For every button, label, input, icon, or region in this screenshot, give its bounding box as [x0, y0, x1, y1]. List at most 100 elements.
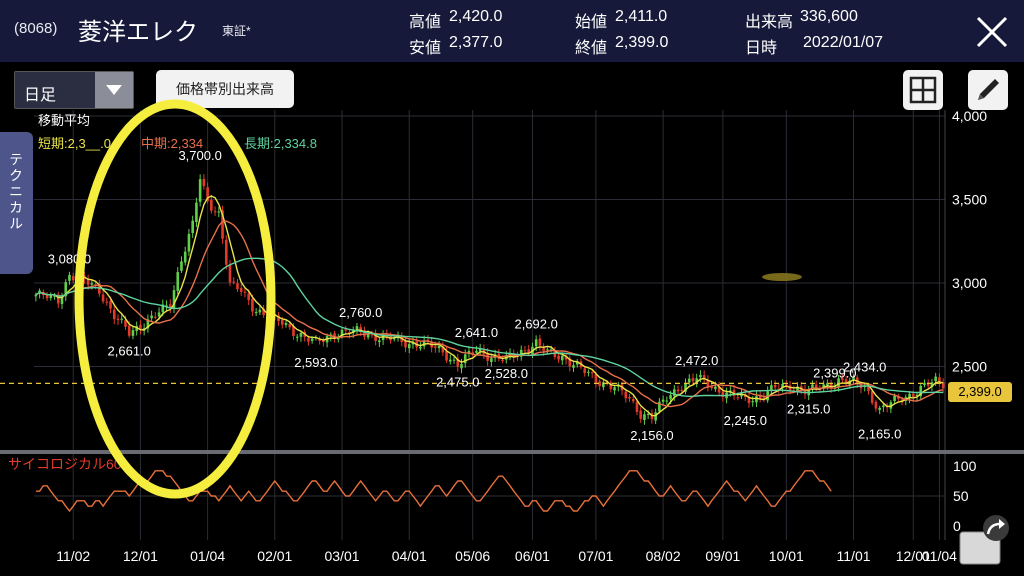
candle-body [478, 348, 482, 352]
candle-body [568, 358, 572, 367]
highlight-smudge [762, 273, 802, 281]
candle-body [411, 342, 415, 345]
candle-body [572, 365, 575, 368]
price-annotation: 2,399.0 [813, 365, 856, 380]
candle-body [490, 358, 493, 362]
candle-body [893, 395, 896, 402]
draw-button[interactable] [968, 70, 1008, 110]
candle-body [938, 377, 941, 382]
x-tick-label: 06/01 [515, 548, 550, 564]
candle-body [109, 300, 112, 309]
candle-body [684, 382, 687, 392]
candle-body [307, 338, 310, 342]
ma-mid-value: 中期:2,334 [141, 136, 204, 151]
ma-legend-title: 移動平均 [38, 113, 91, 128]
candle-body [131, 330, 135, 336]
candle-body [426, 339, 430, 341]
candle-body [669, 395, 672, 400]
highlight-ellipse [74, 99, 276, 499]
candle-body [519, 349, 523, 357]
price-annotation: 2,165.0 [858, 426, 901, 441]
candle-body [112, 309, 116, 320]
close-icon [976, 16, 1008, 48]
volume-value: 336,600 [800, 8, 858, 25]
candle-body [407, 344, 411, 349]
candle-body [844, 379, 848, 385]
price-annotation: 2,245.0 [724, 413, 767, 428]
x-tick-label: 09/01 [705, 548, 740, 564]
candle-body [228, 264, 232, 283]
candle-body [803, 388, 807, 394]
candle-body [583, 368, 587, 374]
candle-body [758, 395, 762, 399]
share-button[interactable] [958, 514, 1012, 566]
candle-body [64, 282, 68, 297]
candle-body [154, 316, 157, 318]
price-annotations: 3,080.02,661.03,700.02,760.02,593.02,641… [48, 148, 902, 443]
candle-body [277, 315, 280, 322]
period-select[interactable]: 日足 [14, 71, 134, 109]
x-tick-label: 02/01 [257, 548, 292, 564]
y-tick-label: 3,000 [952, 275, 987, 291]
technical-tab[interactable]: テクニカル [0, 132, 33, 274]
close-button[interactable] [970, 10, 1014, 54]
candle-body [788, 385, 792, 392]
ma-long-line [35, 257, 944, 398]
candle-body [680, 390, 684, 392]
candle-body [702, 375, 706, 380]
candle-body [165, 305, 168, 307]
candle-body [908, 393, 911, 399]
candle-body [546, 349, 549, 351]
candle-body [587, 371, 590, 373]
candle-body [333, 333, 336, 339]
candle-body [658, 401, 661, 412]
candle-body [882, 405, 885, 408]
candle-body [911, 393, 915, 397]
candle-body [310, 338, 314, 341]
chevron-down-icon [95, 72, 133, 108]
candle-body [322, 339, 325, 342]
candle-body [280, 320, 284, 325]
candle-body [874, 401, 878, 409]
candle-body [363, 330, 366, 337]
market-label: 東証* [222, 24, 251, 38]
candle-body [710, 386, 713, 389]
candle-body [691, 378, 695, 382]
candle-body [814, 384, 818, 388]
candle-body [609, 382, 613, 390]
candle-body [654, 412, 657, 421]
x-tick-label: 03/01 [324, 548, 359, 564]
candle-body [796, 386, 799, 392]
candle-body [348, 331, 351, 334]
price-annotation: 2,692.0 [514, 316, 557, 331]
candle-body [262, 308, 265, 316]
candle-body [198, 179, 202, 202]
osc-tick-label: 0 [953, 518, 961, 534]
layout-grid-button[interactable] [903, 70, 943, 110]
price-annotation: 2,528.0 [485, 366, 528, 381]
candle-body [665, 400, 669, 402]
y-tick-label: 4,000 [952, 108, 987, 124]
candle-body [86, 278, 90, 285]
stock-code: (8068) [14, 20, 58, 37]
candle-body [340, 329, 344, 337]
candle-body [202, 178, 206, 187]
candle-body [673, 389, 676, 396]
close-value: 2,399.0 [615, 34, 669, 51]
candle-body [822, 384, 825, 389]
candle-body [706, 380, 710, 388]
oscillator-label: サイコロジカル60 [8, 456, 122, 472]
candle-body [437, 345, 441, 349]
candle-body [146, 319, 150, 329]
price-annotation: 2,661.0 [108, 344, 151, 359]
open-label: 始値 [575, 14, 608, 31]
candle-body [777, 388, 781, 390]
candle-body [736, 397, 740, 399]
candle-body [176, 272, 180, 291]
candle-body [239, 288, 243, 292]
period-select-value: 日足 [24, 87, 57, 104]
x-tick-label: 08/02 [646, 548, 681, 564]
candle-body [867, 386, 870, 392]
candle-body [206, 187, 209, 202]
